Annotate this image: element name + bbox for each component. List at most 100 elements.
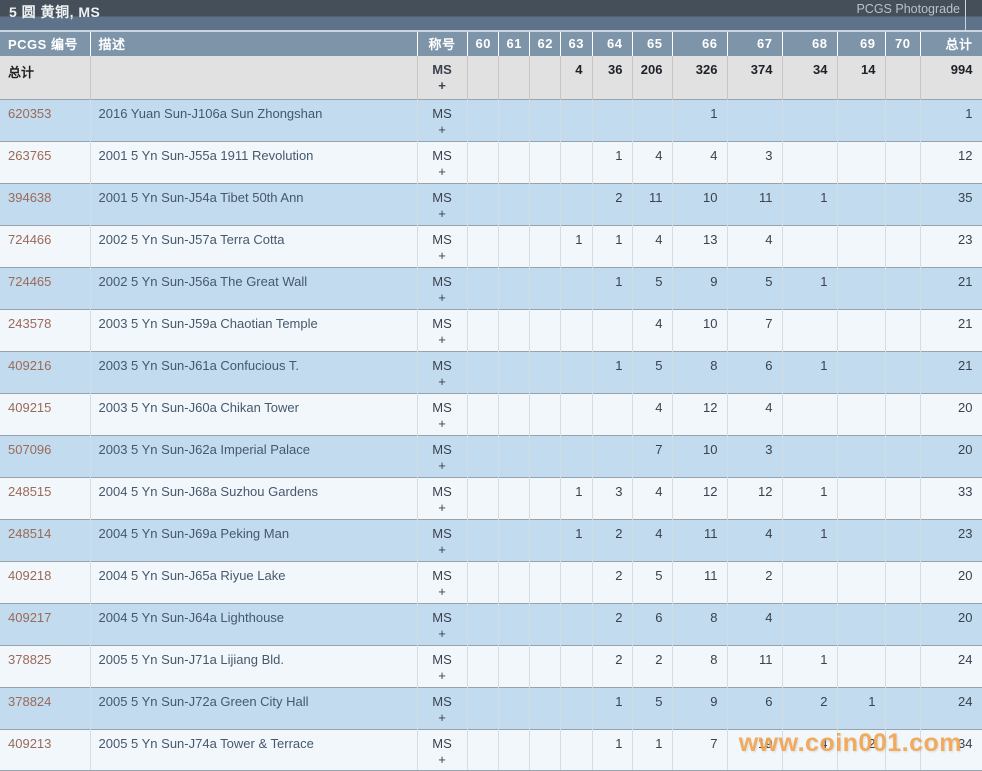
- designation-cell: MS +: [417, 393, 468, 435]
- pcgs-number-link[interactable]: 248514: [0, 519, 91, 561]
- grade-count-61: [498, 477, 530, 519]
- grade-count-67: 19: [727, 729, 783, 770]
- row-total: 23: [920, 225, 982, 267]
- coin-description: 2005 5 Yn Sun-J71a Lijiang Bld.: [90, 645, 418, 687]
- designation-line-2: +: [438, 751, 446, 767]
- table-row: 724465 2002 5 Yn Sun-J56a The Great Wall M…: [0, 267, 982, 309]
- table-row: 507096 2003 5 Yn Sun-J62a Imperial Palace…: [0, 435, 982, 477]
- grade-count-60: [467, 393, 499, 435]
- grade-count-66: 9: [672, 687, 728, 729]
- grade-count-70: [885, 99, 921, 141]
- grade-count-63: [560, 729, 593, 770]
- designation-cell: MS +: [417, 561, 468, 603]
- row-total: 24: [920, 687, 982, 729]
- grade-count-70: [885, 225, 921, 267]
- designation-cell: MS +: [417, 141, 468, 183]
- titlebar-divider: [965, 0, 966, 30]
- grade-count-67: [727, 99, 783, 141]
- grade-count-61: [498, 729, 530, 770]
- pcgs-number-link[interactable]: 409215: [0, 393, 91, 435]
- row-total: 20: [920, 603, 982, 645]
- column-header-grade-61: 61: [498, 30, 530, 56]
- grade-count-65: 1: [632, 729, 673, 770]
- grade-count-61: [498, 225, 530, 267]
- coin-description: 2003 5 Yn Sun-J59a Chaotian Temple: [90, 309, 418, 351]
- grade-count-65: 7: [632, 435, 673, 477]
- pcgs-number-link[interactable]: 620353: [0, 99, 91, 141]
- grade-count-60: [467, 477, 499, 519]
- grade-count-62: [529, 477, 561, 519]
- grade-count-65: 4: [632, 225, 673, 267]
- grade-count-63: [560, 267, 593, 309]
- grade-count-62: [529, 561, 561, 603]
- column-header-grade-60: 60: [467, 30, 499, 56]
- pcgs-number-link[interactable]: 243578: [0, 309, 91, 351]
- grade-count-62: [529, 267, 561, 309]
- column-header-grade-62: 62: [529, 30, 561, 56]
- grade-count-69: [837, 519, 886, 561]
- pcgs-number-link[interactable]: 409217: [0, 603, 91, 645]
- designation-line-1: MS: [432, 231, 452, 247]
- coin-description: 2003 5 Yn Sun-J60a Chikan Tower: [90, 393, 418, 435]
- pcgs-photograde-link[interactable]: PCGS Photograde: [856, 2, 960, 16]
- grade-count-64: 2: [592, 603, 633, 645]
- totals-grade-65: 206: [632, 56, 673, 99]
- grade-count-66: 1: [672, 99, 728, 141]
- grade-count-64: 3: [592, 477, 633, 519]
- designation-cell: MS +: [417, 519, 468, 561]
- designation-line-1: MS: [432, 315, 452, 331]
- pcgs-number-link[interactable]: 724465: [0, 267, 91, 309]
- grade-count-68: [782, 393, 838, 435]
- grade-count-64: 1: [592, 267, 633, 309]
- designation-cell: MS +: [417, 645, 468, 687]
- designation-line-2: +: [438, 709, 446, 725]
- coin-description: 2004 5 Yn Sun-J64a Lighthouse: [90, 603, 418, 645]
- grade-count-62: [529, 183, 561, 225]
- row-total: 34: [920, 729, 982, 770]
- grade-count-62: [529, 393, 561, 435]
- table-row: 724466 2002 5 Yn Sun-J57a Terra Cotta MS +1…: [0, 225, 982, 267]
- grade-count-63: [560, 393, 593, 435]
- grade-count-63: [560, 99, 593, 141]
- coin-description: 2003 5 Yn Sun-J62a Imperial Palace: [90, 435, 418, 477]
- column-header-grade-67: 67: [727, 30, 783, 56]
- pcgs-number-link[interactable]: 409218: [0, 561, 91, 603]
- grade-count-66: 12: [672, 393, 728, 435]
- grade-count-67: 4: [727, 393, 783, 435]
- pcgs-number-link[interactable]: 263765: [0, 141, 91, 183]
- designation-line-2: +: [438, 331, 446, 347]
- grade-count-60: [467, 645, 499, 687]
- pcgs-number-link[interactable]: 248515: [0, 477, 91, 519]
- designation-cell: MS +: [417, 603, 468, 645]
- pcgs-number-link[interactable]: 409216: [0, 351, 91, 393]
- designation-line-2: +: [438, 583, 446, 599]
- designation-cell: MS +: [417, 225, 468, 267]
- pcgs-number-link[interactable]: 378824: [0, 687, 91, 729]
- pcgs-number-link[interactable]: 507096: [0, 435, 91, 477]
- designation-line-1: MS: [432, 147, 452, 163]
- grade-count-60: [467, 561, 499, 603]
- grade-count-69: [837, 477, 886, 519]
- table-row: 409216 2003 5 Yn Sun-J61a Confucious T. MS…: [0, 351, 982, 393]
- designation-line-1: MS: [432, 62, 452, 77]
- designation-line-1: MS: [432, 483, 452, 499]
- designation-cell: MS +: [417, 435, 468, 477]
- grade-count-62: [529, 351, 561, 393]
- grade-count-64: [592, 309, 633, 351]
- pcgs-number-link[interactable]: 378825: [0, 645, 91, 687]
- grade-count-60: [467, 225, 499, 267]
- column-header-grade-64: 64: [592, 30, 633, 56]
- pcgs-number-link[interactable]: 724466: [0, 225, 91, 267]
- grade-count-60: [467, 435, 499, 477]
- grade-count-63: [560, 687, 593, 729]
- pcgs-number-link[interactable]: 394638: [0, 183, 91, 225]
- pcgs-number-link[interactable]: 409213: [0, 729, 91, 770]
- grade-count-64: [592, 99, 633, 141]
- designation-line-1: MS: [432, 609, 452, 625]
- grade-count-68: 1: [782, 351, 838, 393]
- designation-cell: MS +: [417, 729, 468, 770]
- table-row: 620353 2016 Yuan Sun-J106a Sun Zhongshan M…: [0, 99, 982, 141]
- totals-grade-62: [529, 56, 561, 99]
- designation-line-1: MS: [432, 357, 452, 373]
- grade-count-68: 1: [782, 267, 838, 309]
